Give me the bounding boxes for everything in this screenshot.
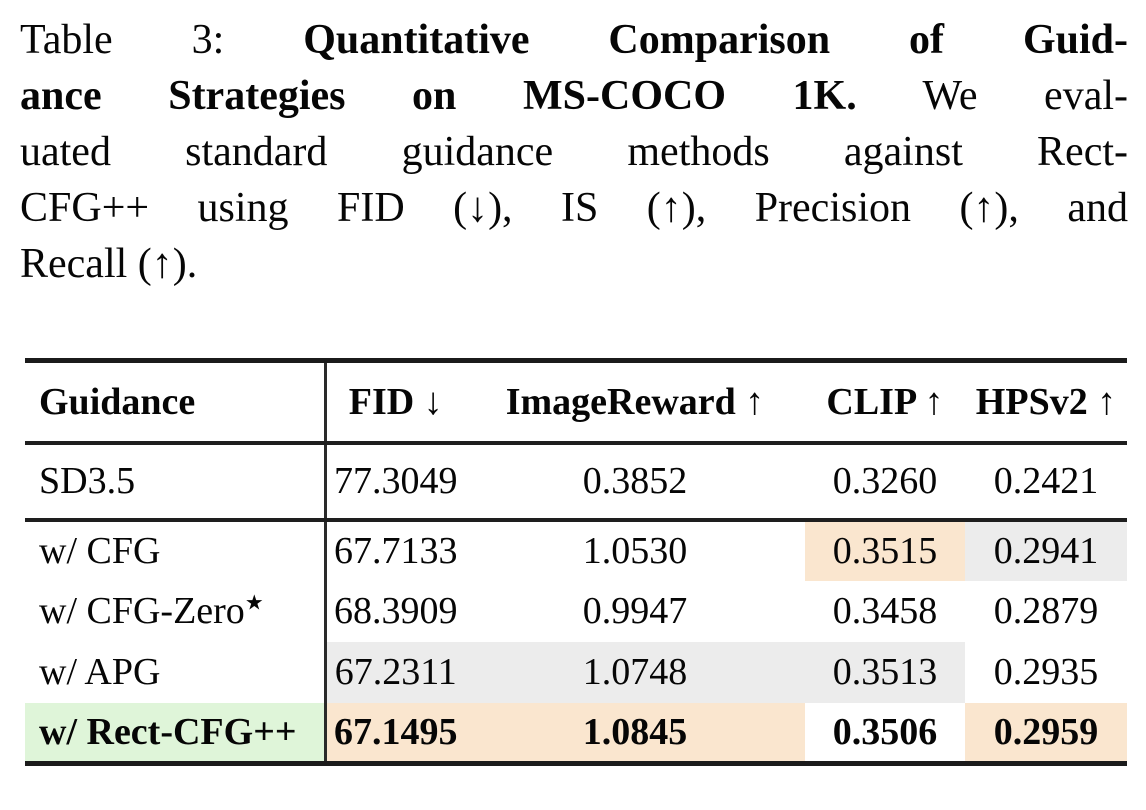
caption-line: ance Strategies on MS-COCO 1K. We eval- <box>20 68 1128 124</box>
table-row: SD3.5 77.3049 0.3852 0.3260 0.2421 <box>25 442 1127 520</box>
caption-line: Recall (↑). <box>20 236 1128 292</box>
row-label: w/ Rect-CFG++ <box>25 702 325 764</box>
metric-cell: 67.2311 <box>323 641 465 703</box>
metric-cell: 68.3909 <box>323 580 465 642</box>
metric-cell: 77.3049 <box>323 442 465 520</box>
metric-cell: 0.2421 <box>993 460 1099 502</box>
table-row: w/ CFG 67.7133 1.0530 0.3515 0.2941 <box>25 519 1127 581</box>
column-header-clip: CLIP ↑ <box>826 380 944 423</box>
row-label: w/ APG <box>25 642 325 703</box>
column-header-guidance: Guidance <box>39 380 196 423</box>
metric-cell: 0.3513 <box>805 641 965 703</box>
caption-segment: We eval- <box>856 73 1128 119</box>
metric-cell: 67.7133 <box>323 519 465 581</box>
table-header: Guidance FID ↓ ImageReward ↑ CLIP ↑ HPSv2 ↑ <box>25 360 1127 443</box>
metric-cell: 1.0530 <box>582 530 688 572</box>
table-row: w/ Rect-CFG++ 67.1495 1.0845 0.3506 0.2959 <box>25 702 1127 764</box>
caption-line: CFG++ using FID (↓), IS (↑), Precision (… <box>20 180 1128 236</box>
metric-cell: 0.3515 <box>805 519 965 581</box>
row-group-methods: w/ CFG 67.7133 1.0530 0.3515 0.2941 w/ CFG-Ze… <box>25 519 1127 764</box>
caption-line: uated standard guidance methods against … <box>20 124 1128 180</box>
metric-cell: 67.1495 <box>323 702 465 764</box>
row-label: SD3.5 <box>25 443 325 520</box>
metric-cell: 0.3506 <box>832 710 938 753</box>
metric-cell: 0.2941 <box>965 519 1127 581</box>
metric-cell: 0.9947 <box>582 590 688 632</box>
metric-cell: 1.0748 <box>465 641 805 703</box>
metric-cell: 0.3260 <box>832 460 938 502</box>
row-label-text: w/ CFG <box>39 530 161 572</box>
caption-segment: ance Strategies on MS-COCO 1K. <box>20 73 857 119</box>
table-row: w/ CFG-Zero★ 68.3909 0.9947 0.3458 0.2879 <box>25 580 1127 642</box>
metric-cell: 0.2935 <box>993 651 1099 693</box>
row-label: w/ CFG-Zero★ <box>25 581 325 642</box>
column-header-hpsv2: HPSv2 ↑ <box>975 380 1117 423</box>
caption-segment: CFG++ using FID (↓), IS (↑), Precision (… <box>20 185 1128 231</box>
row-group-base: SD3.5 77.3049 0.3852 0.3260 0.2421 <box>25 442 1127 520</box>
caption-segment: Table 3: <box>20 17 304 63</box>
header-row: Guidance FID ↓ ImageReward ↑ CLIP ↑ HPSv2 ↑ <box>25 360 1127 443</box>
metric-cell: 0.3852 <box>582 460 688 502</box>
results-table: Guidance FID ↓ ImageReward ↑ CLIP ↑ HPSv2 ↑ … <box>25 358 1127 766</box>
row-label-text: w/ APG <box>39 651 161 693</box>
metric-cell: 1.0845 <box>465 702 805 764</box>
column-header-imagereward: ImageReward ↑ <box>505 380 765 423</box>
star-superscript: ★ <box>244 590 264 615</box>
table-caption: Table 3: Quantitative Comparison of Guid… <box>20 12 1128 292</box>
row-label: w/ CFG <box>25 520 325 581</box>
row-label-text: w/ CFG-Zero <box>39 590 245 632</box>
metric-cell: 0.2879 <box>993 590 1099 632</box>
caption-segment: uated standard guidance methods against … <box>20 129 1128 175</box>
column-header-fid: FID ↓ <box>323 360 465 443</box>
table-row: w/ APG 67.2311 1.0748 0.3513 0.2935 <box>25 641 1127 703</box>
metric-cell: 0.3458 <box>832 590 938 632</box>
row-label-text: w/ Rect-CFG++ <box>39 710 297 753</box>
metric-cell: 0.2959 <box>965 702 1127 764</box>
caption-segment: Recall (↑). <box>20 241 198 287</box>
results-table-container: Guidance FID ↓ ImageReward ↑ CLIP ↑ HPSv2 ↑ … <box>25 358 1127 766</box>
caption-segment: Quantitative Comparison of Guid- <box>303 17 1128 63</box>
row-label-text: SD3.5 <box>39 460 136 502</box>
caption-line: Table 3: Quantitative Comparison of Guid… <box>20 12 1128 68</box>
